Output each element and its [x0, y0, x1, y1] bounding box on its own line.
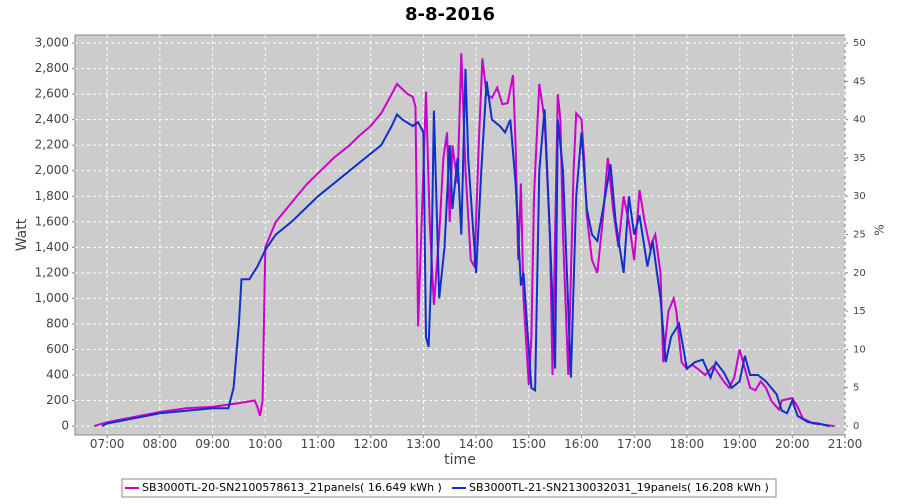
y2-tick-label: 30 — [853, 191, 866, 202]
series-line — [93, 53, 835, 428]
legend-label: SB3000TL-20-SN2100578613_21panels( 16.64… — [142, 481, 442, 494]
y2-tick-label: 45 — [853, 76, 866, 87]
y-tick-label: 1,400 — [35, 240, 69, 254]
x-axis-label: time — [444, 452, 476, 468]
y2-tick-label: 50 — [853, 38, 866, 49]
legend — [121, 478, 777, 498]
y-tick-label: 2,600 — [35, 87, 69, 101]
y-tick-label: 2,800 — [35, 61, 69, 75]
y2-tick-label: 0 — [853, 421, 859, 432]
y-axis-label: Watt — [14, 218, 30, 251]
x-tick-label: 17:00 — [617, 437, 652, 451]
y-tick-label: 0 — [61, 419, 69, 433]
y-tick-label: 1,200 — [35, 265, 69, 279]
x-tick-label: 13:00 — [406, 437, 441, 451]
y-tick-label: 2,000 — [35, 163, 69, 177]
x-tick-label: 20:00 — [775, 437, 810, 451]
y-tick-label: 2,200 — [35, 138, 69, 152]
x-tick-label: 15:00 — [511, 437, 546, 451]
x-tick-label: 10:00 — [248, 437, 283, 451]
y-tick-label: 600 — [46, 342, 69, 356]
x-tick-label: 09:00 — [195, 437, 230, 451]
x-tick-label: 16:00 — [564, 437, 599, 451]
x-tick-label: 21:00 — [828, 437, 863, 451]
y-tick-label: 1,600 — [35, 214, 69, 228]
y2-tick-label: 15 — [853, 306, 866, 317]
x-tick-label: 11:00 — [301, 437, 336, 451]
y2-tick-label: 10 — [853, 344, 866, 355]
y2-tick-label: 25 — [853, 230, 866, 241]
x-tick-label: 19:00 — [722, 437, 757, 451]
y-tick-label: 2,400 — [35, 112, 69, 126]
chart-title: 8-8-2016 — [405, 4, 495, 25]
y-tick-label: 3,000 — [35, 36, 69, 50]
y-tick-label: 800 — [46, 316, 69, 330]
x-tick-label: 14:00 — [459, 437, 494, 451]
y-tick-label: 1,000 — [35, 291, 69, 305]
y-tick-label: 400 — [46, 367, 69, 381]
y2-axis-label: % — [873, 224, 887, 235]
legend-label: SB3000TL-21-SN2130032031_19panels( 16.20… — [469, 481, 769, 494]
x-tick-label: 08:00 — [143, 437, 178, 451]
y2-tick-label: 20 — [853, 268, 866, 279]
y2-tick-label: 5 — [853, 383, 859, 394]
y2-tick-label: 35 — [853, 153, 866, 164]
y-tick-label: 1,800 — [35, 189, 69, 203]
y-tick-label: 200 — [46, 393, 69, 407]
x-tick-label: 12:00 — [353, 437, 388, 451]
y2-tick-label: 40 — [853, 115, 866, 126]
series-line — [101, 68, 830, 428]
x-tick-label: 07:00 — [90, 437, 125, 451]
x-tick-label: 18:00 — [670, 437, 705, 451]
